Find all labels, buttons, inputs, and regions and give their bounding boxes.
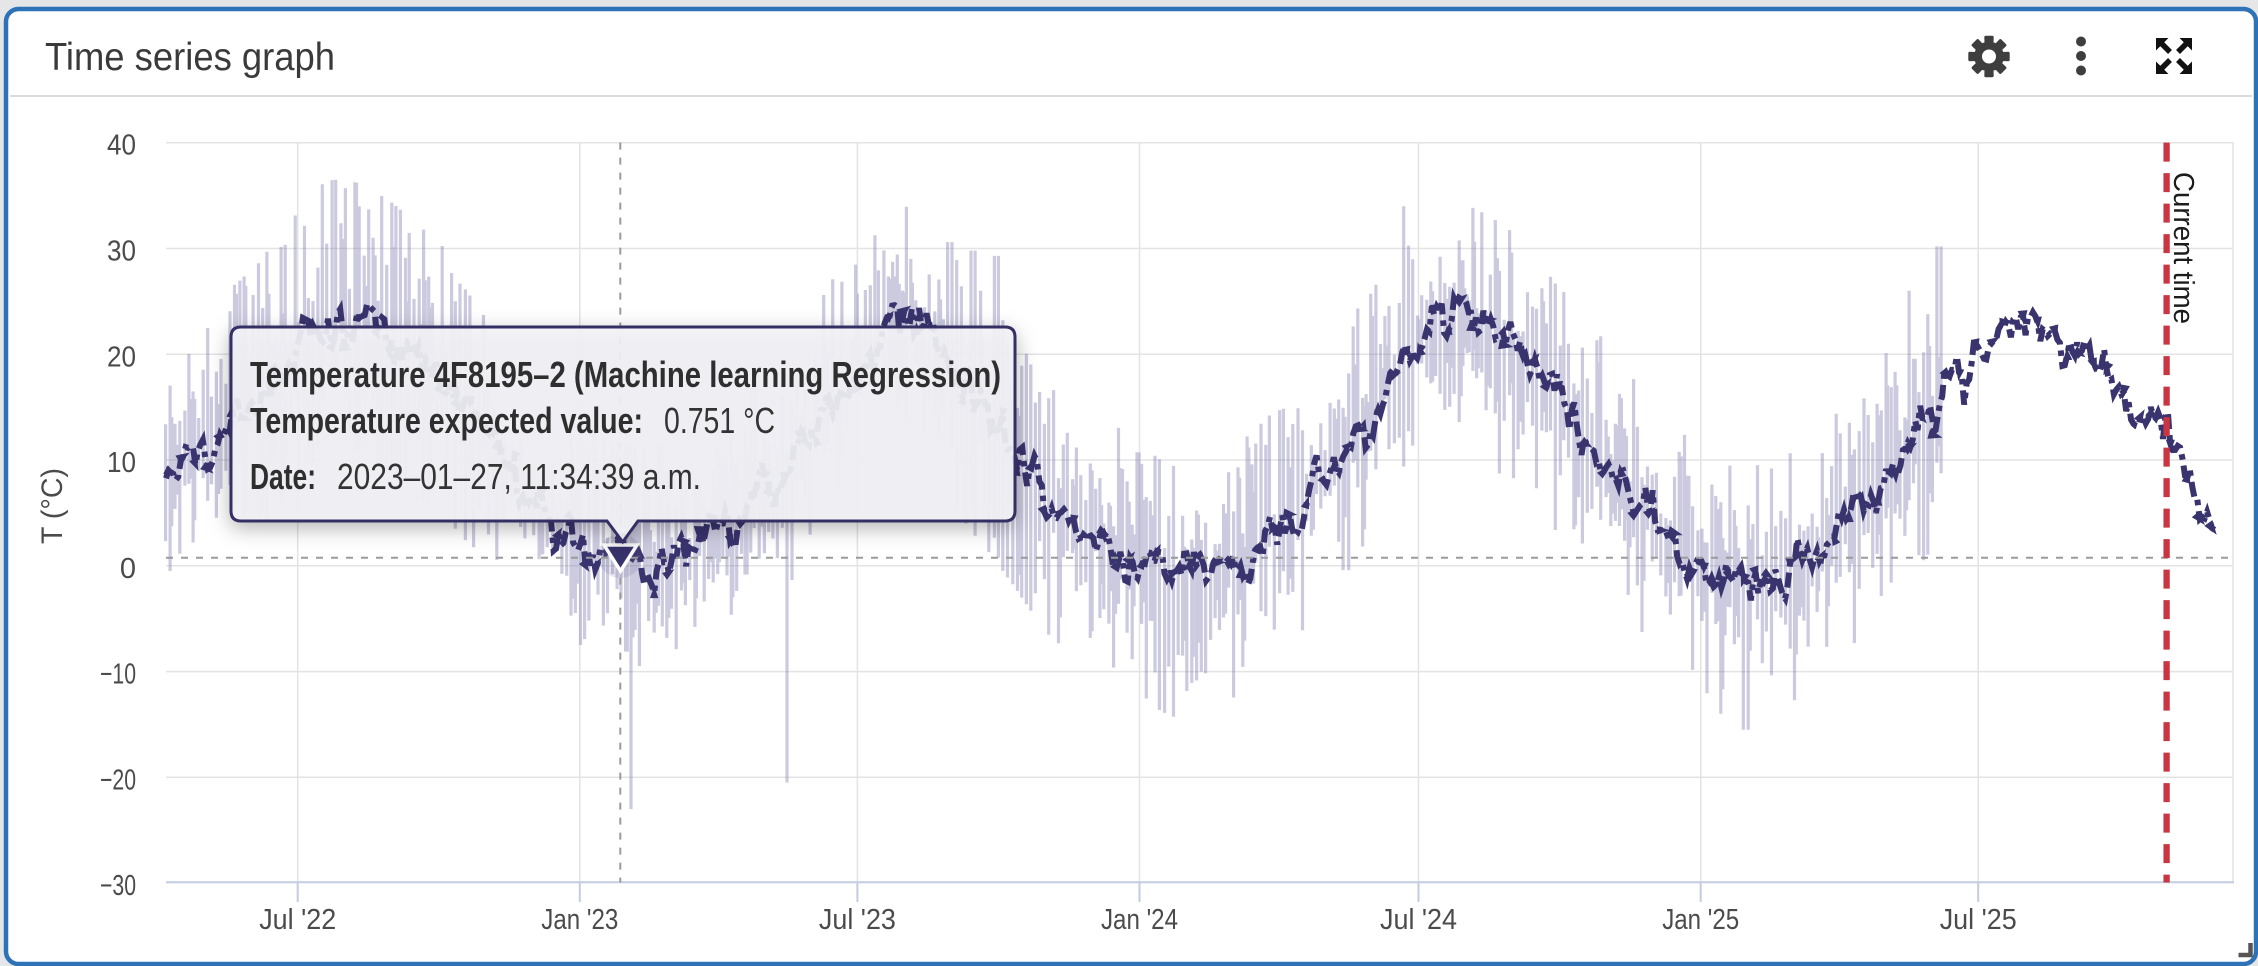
svg-text:Date:: Date: [250,456,316,497]
svg-text:Jan '23: Jan '23 [541,904,618,936]
svg-text:2023–01–27, 11:34:39 a.m.: 2023–01–27, 11:34:39 a.m. [337,456,701,497]
svg-text:0.751 °C: 0.751 °C [664,400,775,441]
svg-text:−10: −10 [100,659,136,691]
svg-text:Temperature expected value:: Temperature expected value: [250,400,643,441]
svg-text:−20: −20 [100,764,136,796]
svg-text:Jul '25: Jul '25 [1940,904,2017,936]
svg-text:Temperature 4F8195–2 (Machine: Temperature 4F8195–2 (Machine learning R… [250,354,1001,395]
svg-text:40: 40 [107,130,136,162]
svg-text:Jan '25: Jan '25 [1662,904,1739,936]
svg-text:−30: −30 [100,870,136,902]
svg-text:30: 30 [107,236,136,268]
svg-text:10: 10 [107,447,136,479]
svg-text:0: 0 [120,553,136,585]
svg-text:T (°C): T (°C) [36,468,69,544]
svg-text:Time series graph: Time series graph [45,36,335,79]
svg-text:Jul '23: Jul '23 [819,904,896,936]
svg-text:Jan '24: Jan '24 [1101,904,1178,936]
svg-text:Current time: Current time [2167,172,2199,324]
svg-text:Jul '24: Jul '24 [1380,904,1457,936]
svg-text:20: 20 [107,341,136,373]
svg-text:Jul '22: Jul '22 [259,904,336,936]
